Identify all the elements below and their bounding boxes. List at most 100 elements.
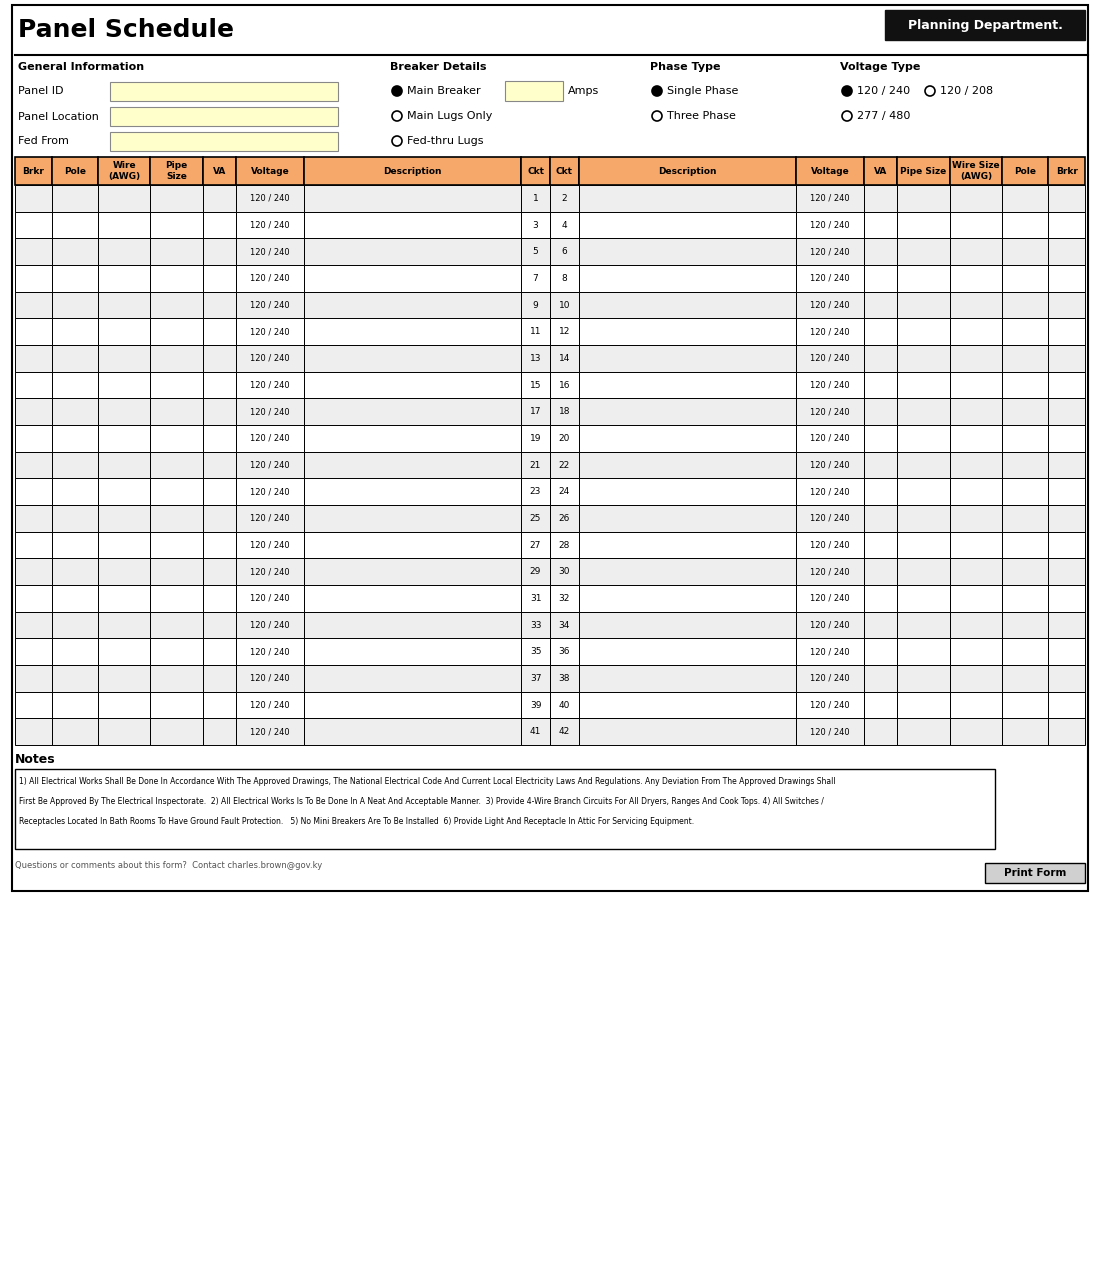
Bar bbox=[151, 585, 204, 612]
Bar bbox=[521, 612, 550, 639]
Bar bbox=[52, 265, 98, 292]
Bar bbox=[15, 691, 52, 718]
Bar bbox=[521, 532, 550, 558]
Bar bbox=[1002, 612, 1048, 639]
Text: Description: Description bbox=[658, 167, 716, 176]
Text: 120 / 240: 120 / 240 bbox=[250, 673, 289, 683]
Bar bbox=[1002, 212, 1048, 238]
Bar bbox=[1002, 718, 1048, 745]
Text: Brkr: Brkr bbox=[1056, 167, 1078, 176]
Bar bbox=[151, 558, 204, 585]
Bar bbox=[204, 478, 235, 505]
Bar bbox=[1048, 691, 1085, 718]
Bar bbox=[949, 185, 1002, 212]
Bar bbox=[235, 585, 305, 612]
Bar bbox=[235, 666, 305, 691]
Bar bbox=[204, 212, 235, 238]
Bar bbox=[795, 346, 865, 372]
Bar bbox=[550, 718, 579, 745]
Bar bbox=[98, 612, 151, 639]
Bar bbox=[1002, 425, 1048, 451]
Bar bbox=[151, 372, 204, 398]
Bar bbox=[579, 691, 795, 718]
Text: 6: 6 bbox=[562, 247, 568, 256]
Bar bbox=[865, 718, 896, 745]
Bar bbox=[305, 425, 521, 451]
Bar bbox=[1048, 157, 1085, 185]
Bar bbox=[204, 639, 235, 666]
Text: Voltage: Voltage bbox=[251, 167, 289, 176]
Bar bbox=[98, 372, 151, 398]
Bar bbox=[151, 292, 204, 319]
Bar bbox=[235, 265, 305, 292]
Bar bbox=[151, 425, 204, 451]
Text: Fed-thru Lugs: Fed-thru Lugs bbox=[407, 136, 484, 147]
Bar bbox=[795, 292, 865, 319]
Text: 24: 24 bbox=[559, 487, 570, 496]
Bar bbox=[865, 212, 896, 238]
Bar bbox=[521, 157, 550, 185]
Bar bbox=[204, 319, 235, 346]
Text: Pipe Size: Pipe Size bbox=[900, 167, 946, 176]
Bar bbox=[896, 398, 949, 425]
Bar bbox=[865, 585, 896, 612]
Bar bbox=[305, 157, 521, 185]
Bar bbox=[1048, 718, 1085, 745]
Bar bbox=[1048, 451, 1085, 478]
Bar bbox=[521, 319, 550, 346]
Bar bbox=[949, 666, 1002, 691]
Text: 27: 27 bbox=[530, 541, 541, 550]
Bar bbox=[235, 505, 305, 532]
Bar bbox=[98, 666, 151, 691]
Bar bbox=[1002, 558, 1048, 585]
Bar bbox=[550, 425, 579, 451]
Bar bbox=[865, 505, 896, 532]
Text: 120 / 240: 120 / 240 bbox=[811, 727, 850, 736]
Bar bbox=[15, 558, 52, 585]
Text: 25: 25 bbox=[530, 514, 541, 523]
Bar bbox=[52, 238, 98, 265]
Text: 120 / 240: 120 / 240 bbox=[250, 301, 289, 310]
Bar bbox=[151, 666, 204, 691]
Bar bbox=[550, 319, 579, 346]
Text: 5: 5 bbox=[532, 247, 538, 256]
Text: 38: 38 bbox=[559, 673, 570, 683]
Bar bbox=[896, 639, 949, 666]
Text: Voltage: Voltage bbox=[811, 167, 849, 176]
Bar bbox=[579, 292, 795, 319]
Circle shape bbox=[925, 85, 935, 96]
Bar bbox=[1002, 372, 1048, 398]
Bar bbox=[1048, 639, 1085, 666]
Bar bbox=[1048, 212, 1085, 238]
Bar bbox=[52, 718, 98, 745]
Text: Amps: Amps bbox=[568, 85, 600, 96]
Text: 35: 35 bbox=[530, 648, 541, 657]
Bar bbox=[550, 666, 579, 691]
Text: 120 / 240: 120 / 240 bbox=[250, 380, 289, 389]
Bar bbox=[1002, 292, 1048, 319]
Bar bbox=[521, 185, 550, 212]
Bar bbox=[98, 639, 151, 666]
Bar bbox=[151, 505, 204, 532]
Bar bbox=[896, 691, 949, 718]
Text: Wire Size
(AWG): Wire Size (AWG) bbox=[953, 162, 1000, 181]
Bar bbox=[521, 292, 550, 319]
Bar bbox=[204, 292, 235, 319]
Bar bbox=[550, 558, 579, 585]
Text: 120 / 240: 120 / 240 bbox=[811, 247, 850, 256]
Bar bbox=[98, 265, 151, 292]
Bar bbox=[521, 639, 550, 666]
Text: 120 / 240: 120 / 240 bbox=[811, 354, 850, 363]
Bar bbox=[235, 398, 305, 425]
Bar bbox=[521, 558, 550, 585]
Bar bbox=[579, 451, 795, 478]
Bar bbox=[15, 769, 996, 849]
Bar bbox=[521, 372, 550, 398]
Text: 120 / 240: 120 / 240 bbox=[250, 567, 289, 576]
Bar bbox=[151, 718, 204, 745]
Text: 11: 11 bbox=[530, 328, 541, 337]
Bar bbox=[15, 639, 52, 666]
Bar bbox=[15, 666, 52, 691]
Bar bbox=[795, 585, 865, 612]
Bar bbox=[550, 372, 579, 398]
